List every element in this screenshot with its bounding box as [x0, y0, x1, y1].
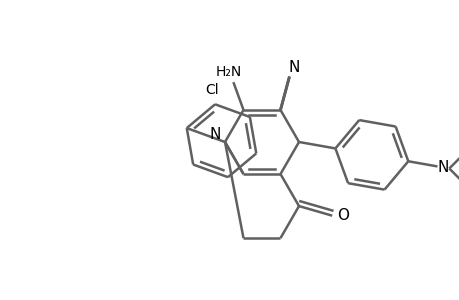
Text: N: N: [437, 160, 448, 175]
Text: H₂N: H₂N: [215, 65, 241, 79]
Text: N: N: [288, 60, 299, 75]
Text: N: N: [209, 127, 220, 142]
Text: Cl: Cl: [205, 82, 219, 97]
Text: O: O: [336, 208, 348, 223]
